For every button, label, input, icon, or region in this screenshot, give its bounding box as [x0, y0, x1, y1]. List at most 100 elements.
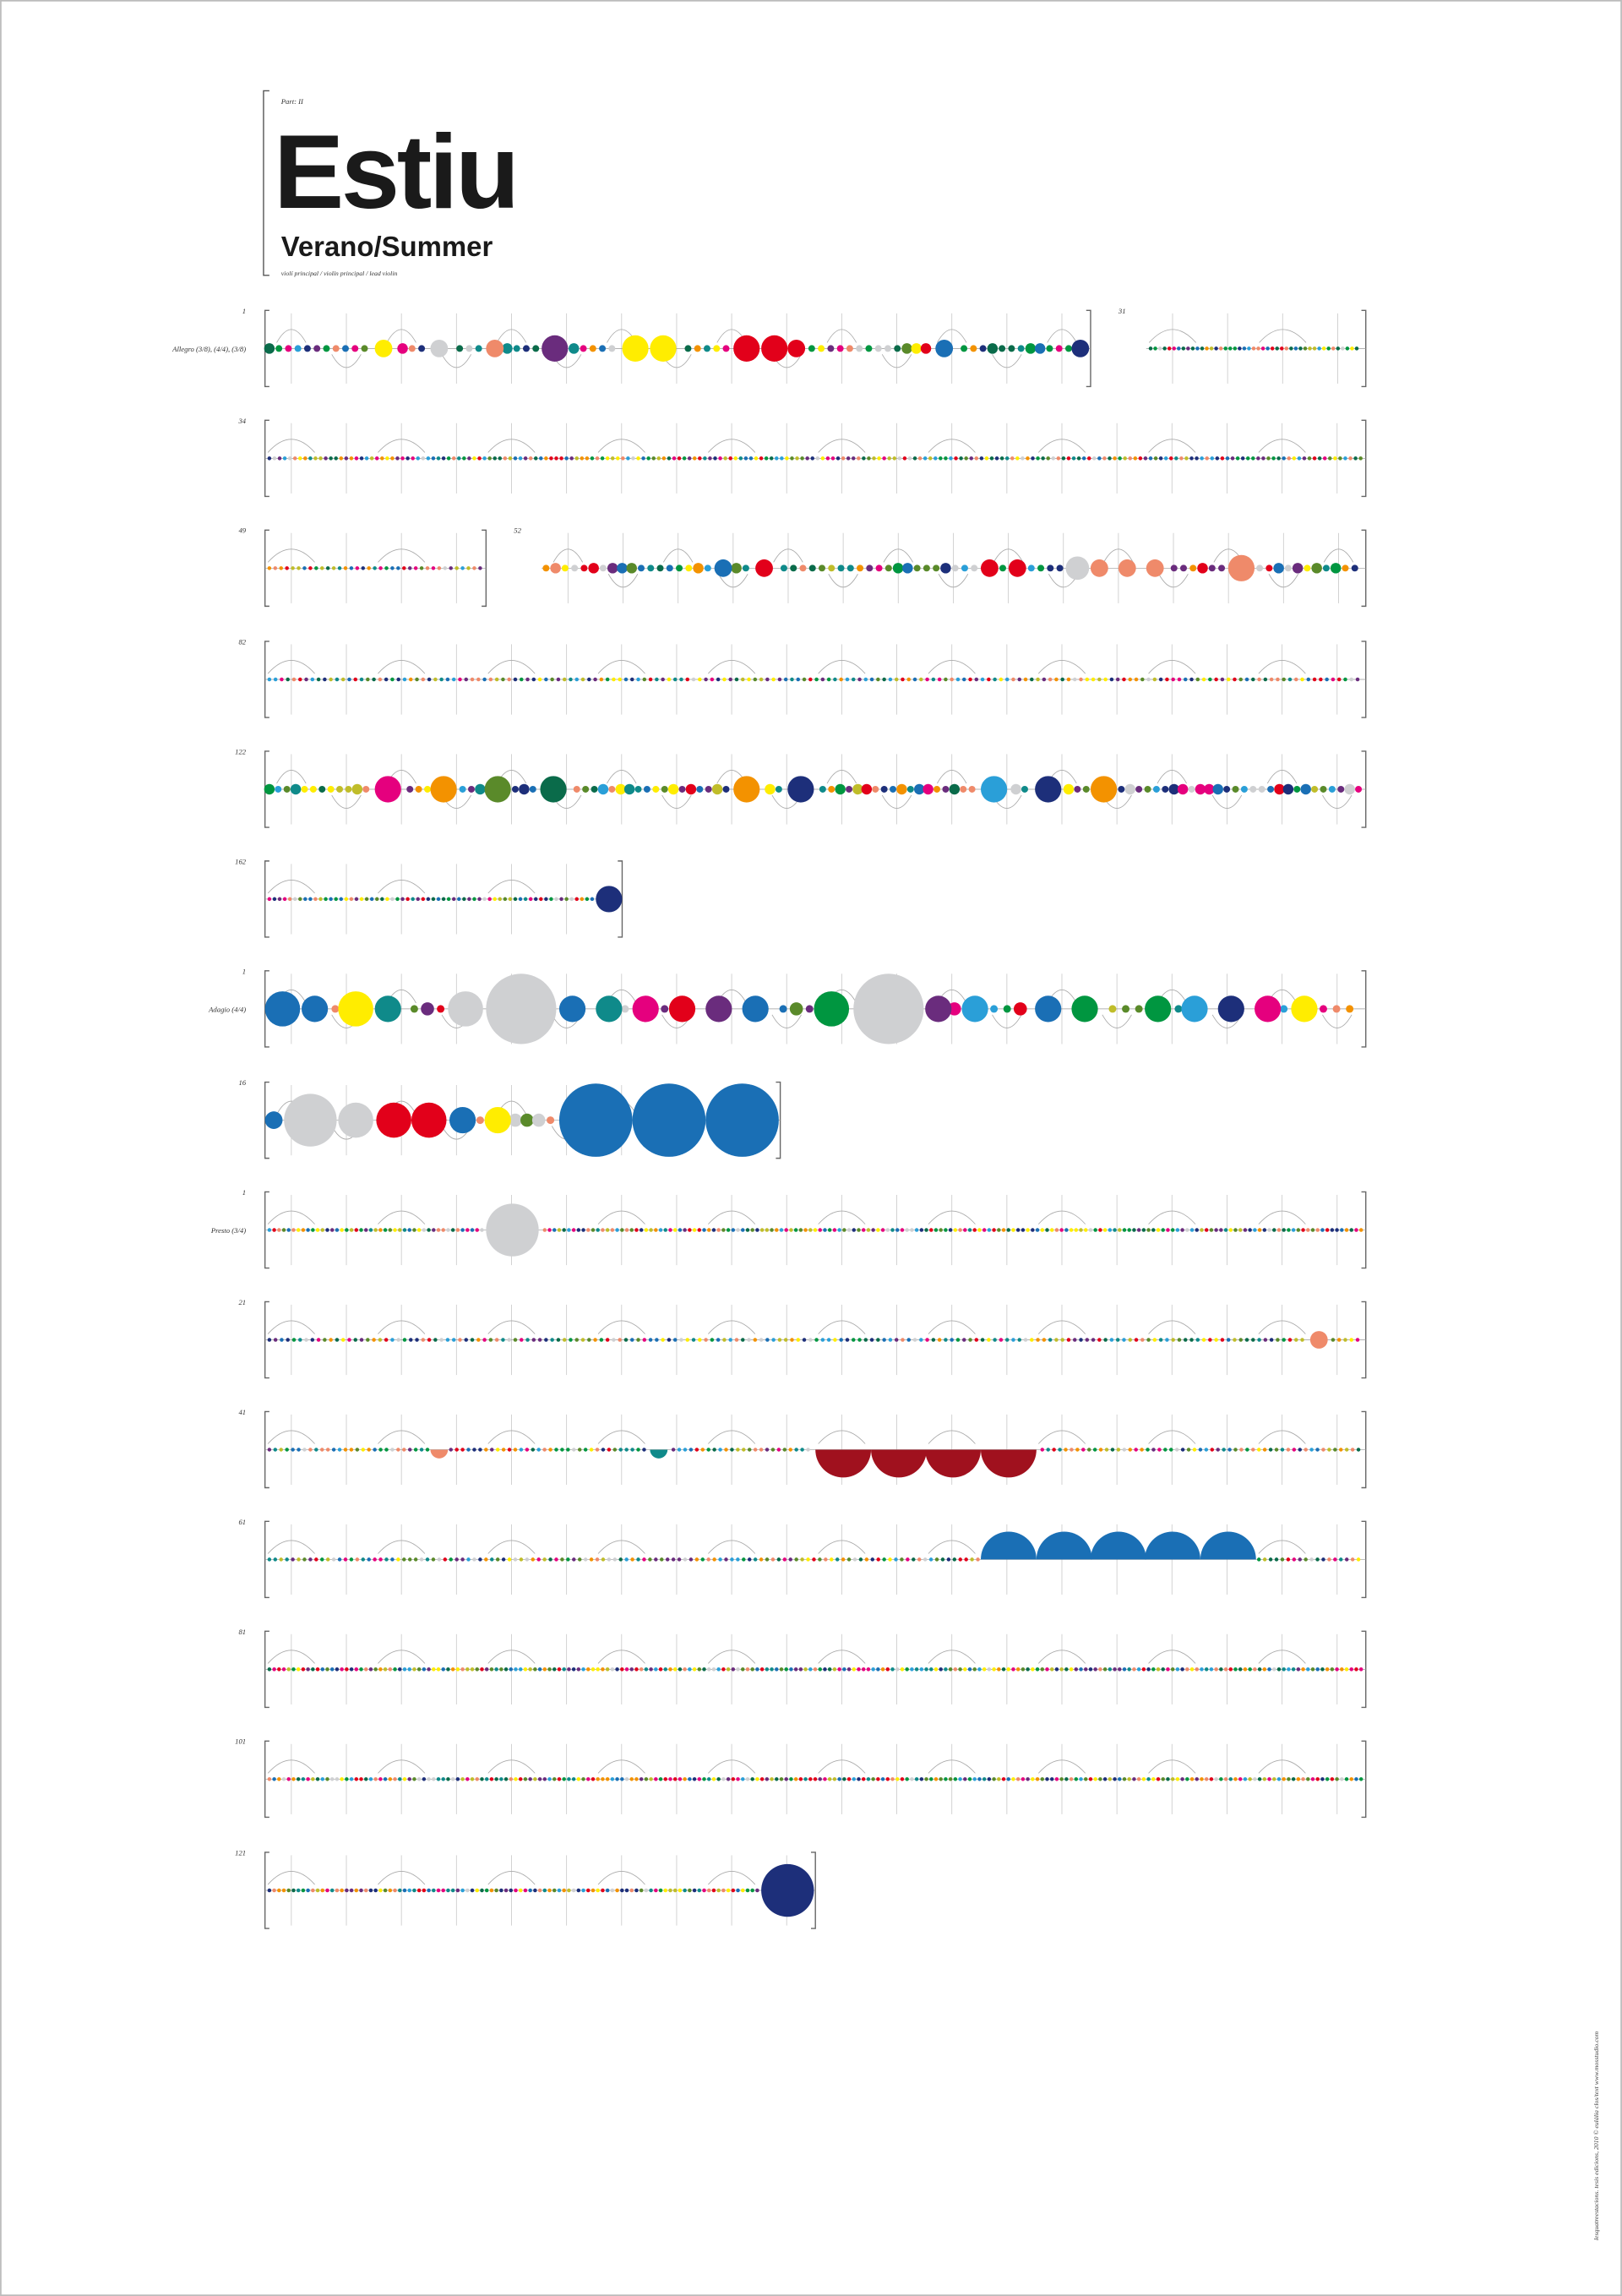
- note-dot: [939, 1777, 943, 1781]
- note-dot: [390, 456, 395, 461]
- note-dot: [1190, 346, 1195, 351]
- note-dot: [589, 1557, 594, 1562]
- note-dot: [1042, 677, 1047, 682]
- note-dot: [1297, 456, 1302, 461]
- note-big: [338, 991, 373, 1027]
- note-dot: [683, 1557, 688, 1562]
- note-dot: [1248, 1228, 1252, 1232]
- note-dot: [509, 1777, 514, 1781]
- note-dot: [828, 564, 835, 572]
- note-dot: [634, 1228, 639, 1232]
- note-dot: [711, 1667, 716, 1672]
- note-dot: [1244, 677, 1249, 682]
- note-dot: [513, 456, 518, 461]
- note-half: [981, 1449, 1037, 1478]
- phrase-arc: [1037, 1650, 1086, 1664]
- note-dot: [343, 566, 348, 570]
- note-dot: [566, 1448, 570, 1452]
- note-dot: [591, 1777, 596, 1781]
- note-dot: [548, 1557, 552, 1562]
- note-dot: [291, 1888, 296, 1893]
- note-dot: [513, 1338, 518, 1342]
- note-dot: [361, 1557, 366, 1562]
- note-dot: [436, 1228, 441, 1232]
- note-dot: [1227, 1448, 1232, 1452]
- note-dot: [490, 1448, 494, 1452]
- note-dot: [1186, 346, 1190, 351]
- note-dot: [825, 456, 830, 461]
- note-dot: [820, 1338, 825, 1342]
- note-dot: [1223, 1667, 1228, 1672]
- note-dot: [808, 1777, 813, 1781]
- note-dot: [335, 1667, 340, 1672]
- note-dot: [509, 1888, 514, 1893]
- note-dot: [1319, 677, 1323, 682]
- note-big: [376, 1102, 411, 1138]
- note-dot: [313, 345, 321, 352]
- note-dot: [472, 897, 476, 902]
- note-dot: [1209, 1667, 1214, 1672]
- note-dot: [716, 1888, 721, 1893]
- note-dot: [1356, 1557, 1361, 1562]
- note-dot: [267, 1448, 272, 1452]
- note-dot: [740, 1667, 745, 1672]
- note-dot: [1006, 1228, 1011, 1232]
- note-dot: [1163, 1448, 1168, 1452]
- note-dot: [900, 1777, 905, 1781]
- note-dot: [544, 897, 548, 902]
- measure-number: 81: [238, 1628, 246, 1636]
- note-dot: [642, 1338, 647, 1342]
- note-dot: [390, 1557, 395, 1562]
- note-dot: [666, 564, 673, 572]
- note-dot: [1326, 346, 1331, 351]
- note-dot: [1134, 1448, 1138, 1452]
- note-dot: [316, 1338, 321, 1342]
- note-dot: [301, 785, 308, 793]
- note-dot: [890, 1777, 895, 1781]
- note-dot: [1148, 346, 1153, 351]
- note-half: [1036, 1531, 1092, 1560]
- note-dot: [406, 897, 410, 902]
- note-dot: [1267, 1667, 1271, 1672]
- note-dot: [796, 1338, 801, 1342]
- note-dot: [286, 1888, 291, 1893]
- note-dot: [1257, 1777, 1262, 1781]
- note-dot: [1054, 1667, 1059, 1672]
- note-dot: [311, 1777, 315, 1781]
- note-dot: [1049, 1667, 1054, 1672]
- note-dot: [345, 785, 352, 793]
- note-dot: [393, 1777, 397, 1781]
- note-dot: [436, 1667, 441, 1672]
- note-dot: [528, 456, 533, 461]
- note-dot: [871, 1228, 875, 1232]
- note-dot: [472, 456, 476, 461]
- note-dot: [1108, 1777, 1113, 1781]
- note-dot: [1219, 1667, 1223, 1672]
- note-dot: [1212, 783, 1223, 795]
- phrase-arc: [276, 329, 307, 343]
- stave: 121: [235, 1848, 816, 1929]
- note-dot: [654, 1888, 658, 1893]
- note-dot: [425, 566, 430, 570]
- note-dot: [857, 564, 864, 572]
- note-dot: [1291, 1667, 1296, 1672]
- note-dot: [464, 677, 469, 682]
- note-dot: [1349, 1667, 1353, 1672]
- note-big: [596, 995, 623, 1023]
- note-dot: [608, 785, 616, 793]
- note-dot: [958, 1228, 962, 1232]
- note-dot: [997, 1228, 1001, 1232]
- note-dot: [518, 456, 523, 461]
- note-dot: [457, 897, 461, 902]
- note-dot: [636, 1448, 640, 1452]
- note-dot: [1003, 1005, 1011, 1013]
- note-dot: [542, 1667, 547, 1672]
- note-dot: [310, 677, 315, 682]
- note-half: [650, 1449, 668, 1459]
- note-dot: [1284, 346, 1289, 351]
- note-dot: [716, 1228, 721, 1232]
- note-dot: [416, 1228, 422, 1232]
- note-dot: [953, 1228, 958, 1232]
- note-dot: [711, 783, 723, 795]
- note-dot: [1122, 1448, 1127, 1452]
